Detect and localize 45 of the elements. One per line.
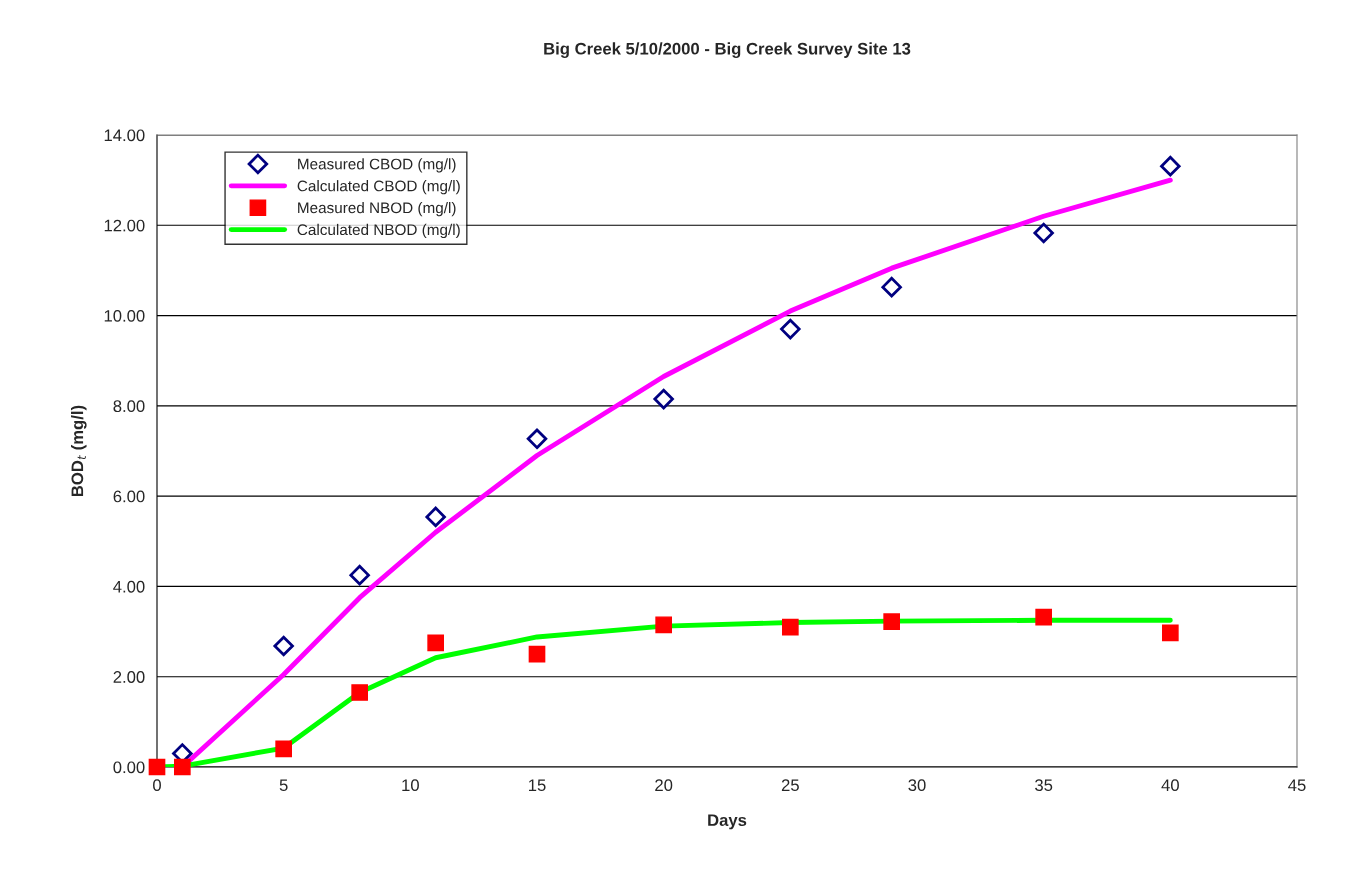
- point: [526, 428, 548, 450]
- point: [351, 684, 369, 701]
- point: [781, 618, 799, 636]
- point: [1035, 608, 1053, 626]
- point: [881, 276, 902, 298]
- point: [427, 634, 445, 652]
- y-axis-title: BOD$_{t}$ (mg/l): [70, 405, 87, 497]
- y-tick-label: 12.00: [104, 219, 145, 232]
- legend-label: Measured CBOD (mg/l): [298, 158, 456, 173]
- legend-label: Calculated NBOD (mg/l): [297, 223, 460, 239]
- x-tick-label: 5: [279, 779, 288, 792]
- point: [349, 564, 370, 586]
- point: [780, 318, 801, 340]
- x-tick-label: 25: [781, 779, 799, 792]
- point: [655, 616, 673, 634]
- x-tick-label: 20: [655, 779, 673, 792]
- x-axis-title: Days: [708, 814, 747, 830]
- point: [148, 758, 166, 776]
- y-tick-label: 0.00: [113, 761, 145, 774]
- y-tick-label: 10.00: [104, 309, 145, 322]
- legend-label: Measured NBOD (mg/l): [298, 201, 456, 217]
- x-tick-label: 15: [529, 779, 546, 792]
- legend-label: Calculated CBOD (mg/l): [297, 180, 460, 195]
- x-tick-label: 45: [1288, 779, 1306, 792]
- point: [1160, 155, 1181, 177]
- point: [425, 506, 446, 528]
- point: [653, 388, 674, 410]
- point: [528, 645, 546, 663]
- y-tick-label: 14.00: [104, 129, 145, 142]
- x-tick-label: 0: [153, 779, 161, 792]
- y-tick-label: 2.00: [113, 671, 145, 683]
- y-tick-label: 8.00: [113, 400, 145, 413]
- y-tick-label: 6.00: [113, 490, 145, 503]
- x-tick-label: 35: [1035, 779, 1053, 792]
- x-tick-label: 30: [908, 779, 926, 792]
- point: [273, 635, 294, 657]
- point: [1161, 624, 1179, 642]
- x-tick-label: 10: [402, 779, 419, 792]
- point: [275, 740, 293, 758]
- point: [1033, 222, 1054, 244]
- chart-title: Big Creek 5/10/2000 - Big Creek Survey Site 13: [544, 42, 911, 58]
- point: [883, 613, 901, 630]
- x-tick-label: 40: [1161, 779, 1179, 792]
- point: [173, 758, 191, 776]
- y-tick-label: 4.00: [113, 580, 145, 593]
